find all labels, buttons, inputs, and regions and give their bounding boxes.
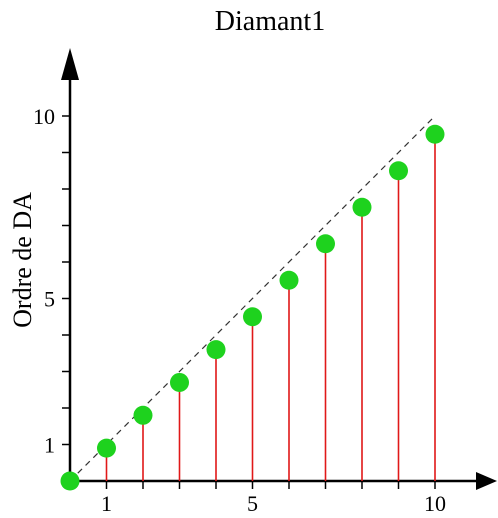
data-point xyxy=(352,197,372,217)
data-point xyxy=(170,372,189,392)
data-point xyxy=(389,161,408,181)
stems-layer xyxy=(105,134,436,481)
data-point xyxy=(279,270,299,290)
x-axis-arrowhead xyxy=(476,472,497,490)
data-point xyxy=(60,471,80,491)
x-tick-label: 10 xyxy=(424,491,446,516)
x-tick-label: 5 xyxy=(247,491,258,516)
data-point xyxy=(243,307,262,327)
reference-line-dashed xyxy=(69,115,436,482)
y-tick-label: 5 xyxy=(44,287,55,312)
y-axis-arrowhead xyxy=(61,48,79,80)
data-point xyxy=(206,340,226,360)
y-tick-label: 1 xyxy=(44,433,55,458)
data-point xyxy=(425,124,445,144)
x-tick-label: 1 xyxy=(101,491,112,516)
axes xyxy=(61,48,497,490)
y-axis-label: Ordre de DA xyxy=(8,192,37,328)
chart-title: Diamant1 xyxy=(215,6,325,37)
data-point xyxy=(133,405,153,425)
data-point xyxy=(97,438,116,458)
y-tick-label: 10 xyxy=(33,104,55,129)
data-point xyxy=(316,234,335,254)
points-layer xyxy=(60,124,445,491)
reference-line-layer xyxy=(69,115,436,482)
